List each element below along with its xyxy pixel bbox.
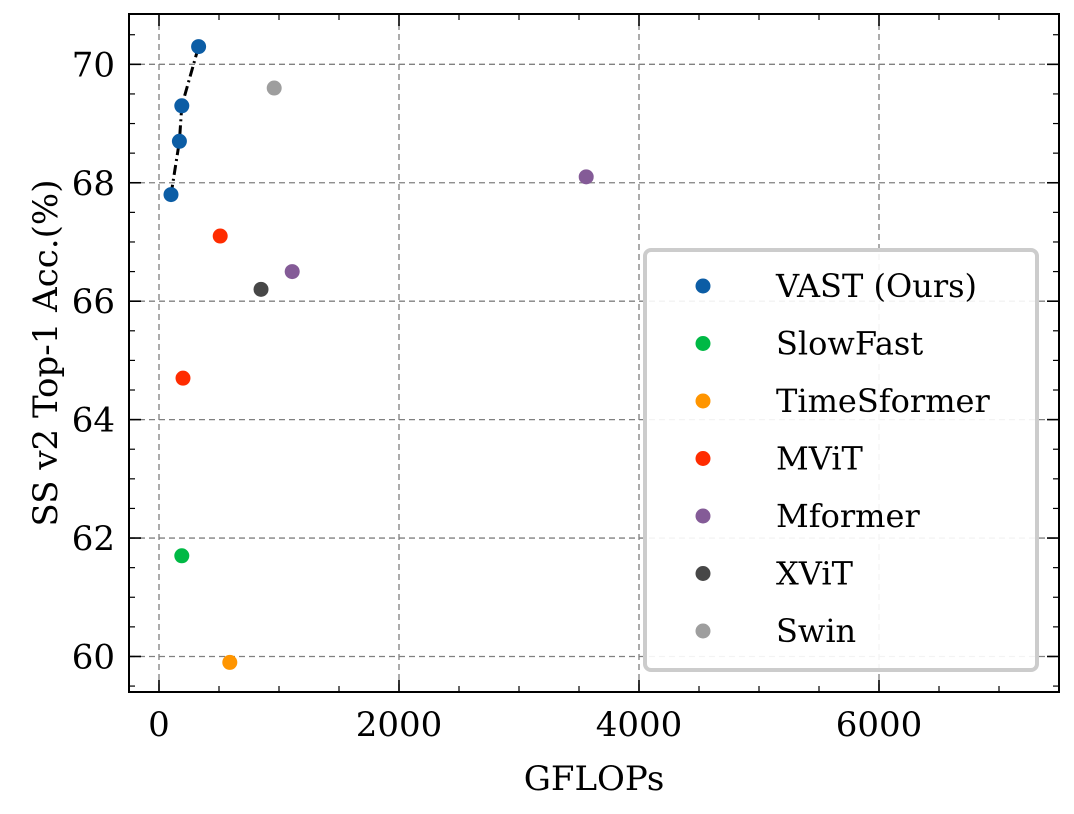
legend: VAST (Ours) SlowFast TimeSformer MViT Mforme… [643,248,1039,672]
legend-box [643,248,1039,672]
data-point [163,187,179,203]
legend-marker [695,278,711,294]
x-tick-label: 6000 [836,705,923,745]
labels-layer: GFLOPs SS v2 Top-1 Acc.(%) [26,180,664,799]
y-tick-label: 64 [72,401,115,441]
y-tick-label: 68 [72,164,115,204]
legend-label: VAST (Ours) [775,267,977,305]
series-line-vast-ours- [169,46,201,195]
data-point [171,133,187,149]
x-tick-label: 4000 [596,705,683,745]
legend-marker [695,623,711,639]
legend-label: Swin [776,612,856,650]
data-point [222,654,238,670]
data-point [578,169,594,185]
x-tick-label: 0 [148,705,170,745]
x-axis-label: GFLOPs [524,759,665,799]
legend-label: XViT [776,555,854,593]
data-point [253,281,269,297]
data-point [175,370,191,386]
y-axis-label: SS v2 Top-1 Acc.(%) [26,180,66,527]
data-point [284,264,300,280]
plot-frame [128,13,1060,693]
data-point [174,548,190,564]
legend-label: TimeSformer [776,382,990,420]
legend-marker [695,566,711,581]
legend-label: MViT [776,440,864,478]
legend-marker [695,508,711,524]
legend-marker [695,451,711,466]
y-tick-label: 70 [72,45,115,85]
data-point [191,39,207,55]
legend-marker [695,336,711,351]
legend-marker [695,393,711,409]
legend-label: SlowFast [776,325,923,363]
y-tick-label: 66 [72,282,115,322]
legend-label: Mformer [776,497,920,535]
x-tick-label: 2000 [356,705,443,745]
ticks-layer: 0 2000 4000 6000 60 62 64 66 68 70 [72,14,1060,745]
data-point [266,80,282,96]
series-layer [163,39,594,670]
y-tick-label: 62 [72,519,115,559]
data-point [174,98,190,114]
data-point [212,228,228,244]
y-tick-label: 60 [72,637,115,677]
